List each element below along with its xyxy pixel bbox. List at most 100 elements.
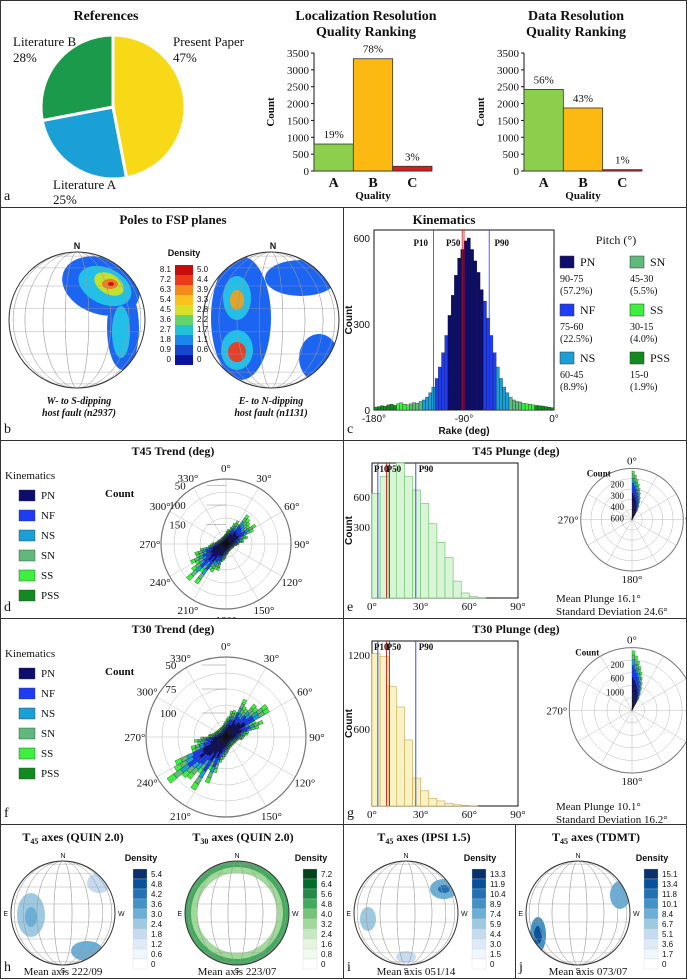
scale-right-label: 2.8 xyxy=(197,305,209,314)
stereo-h2-cbar-label: 4.8 xyxy=(321,900,333,909)
t45-axes-tdmt: T45 axes (TDMT) N S E W Density 15.113.411.810… xyxy=(518,830,678,978)
rose-petal xyxy=(199,547,204,552)
rake-bar xyxy=(518,401,523,411)
rose-petal xyxy=(250,703,257,710)
rose-petal xyxy=(225,747,228,751)
rose-petal xyxy=(225,749,228,753)
mini-angle: 0° xyxy=(627,635,637,647)
kin-legend-title: Kinematics xyxy=(5,470,55,482)
panel-label-f: f xyxy=(4,806,9,821)
kin-swatch-SN xyxy=(18,727,36,740)
ytick-label: 600 xyxy=(354,724,371,736)
rake-bar xyxy=(454,275,458,411)
rose-angle-label: 30° xyxy=(264,653,279,665)
rose-petal xyxy=(240,738,243,741)
rake-bar xyxy=(422,399,426,411)
rake-bar xyxy=(405,404,410,411)
rose-spoke xyxy=(169,511,227,545)
mini-petal xyxy=(640,676,643,680)
kin-label: NS xyxy=(41,708,55,720)
mini-rtick: 200 xyxy=(611,480,625,490)
title-t: T xyxy=(192,830,200,844)
legend-pct: (57.2%) xyxy=(560,286,593,297)
stereo-i-cbar-cell xyxy=(471,958,487,970)
rose-rtick-label: 50 xyxy=(175,481,187,493)
plunge-bar xyxy=(396,706,405,807)
mini-petal xyxy=(631,474,635,479)
dir-s: S xyxy=(61,968,66,975)
stereo-j-mean: Mean axis 073/07 xyxy=(549,966,628,978)
stereo-h2-cbar-label: 7.2 xyxy=(321,870,333,879)
ytick-label: 500 xyxy=(293,149,310,161)
rake-bar xyxy=(409,403,413,411)
rose-angle-label: 330° xyxy=(170,653,191,665)
mini-outline xyxy=(580,467,684,572)
rose-petal xyxy=(173,763,183,772)
stereo-i-cbar-label: 7.4 xyxy=(490,910,502,919)
stereo-h2-cbar-cell xyxy=(302,878,318,890)
percentile-label: P50 xyxy=(446,238,461,248)
scale-right-label: 3.9 xyxy=(197,285,209,294)
rake-bar xyxy=(441,352,445,411)
stereo-h2-cbar-cell xyxy=(302,888,318,900)
mini-petal xyxy=(637,483,640,487)
bar-data-label: 78% xyxy=(363,44,383,56)
scale-left-label: 2.7 xyxy=(160,325,172,334)
stereonet-gridline xyxy=(210,861,264,965)
ytick-label: 3000 xyxy=(497,65,520,77)
panel-g: T30 Plunge (deg) P10 P50 P90 0° 30° 60° 90° 600 1… xyxy=(343,618,687,825)
mini-petal xyxy=(639,671,643,675)
stereo-h1-title: T45 axes (QUIN 2.0) xyxy=(22,830,123,846)
density-blob xyxy=(25,907,37,927)
rake-bar xyxy=(515,401,519,411)
kin-label: NF xyxy=(41,688,55,700)
rose-spoke xyxy=(225,543,283,577)
kin-swatch-PSS xyxy=(18,589,36,602)
kin-label: PN xyxy=(41,668,55,680)
mini-petal xyxy=(640,682,643,685)
bar-category: A xyxy=(539,176,550,191)
colorbar-cell xyxy=(175,305,193,315)
rose-petal xyxy=(245,732,249,736)
mini-rtick: 600 xyxy=(611,674,625,684)
dir-n: N xyxy=(403,853,408,860)
mini-petal xyxy=(636,660,640,665)
xtick-label: -180° xyxy=(362,414,386,425)
mini-spoke xyxy=(600,710,633,765)
ytick-label: 1500 xyxy=(497,115,520,127)
rose-angle-label: 180° xyxy=(216,615,237,619)
stereonet-gridline xyxy=(551,861,605,965)
dir-n: N xyxy=(234,853,239,860)
scale-right-label: 5.0 xyxy=(197,265,209,274)
kin-swatch-PSS xyxy=(18,767,36,780)
stereonet-gridline xyxy=(24,252,130,388)
dir-w: W xyxy=(461,911,468,918)
rose-petal xyxy=(166,773,177,784)
kin-label: NF xyxy=(41,510,55,522)
dir-e: E xyxy=(518,911,523,918)
rake-bar xyxy=(524,403,529,411)
rake-bar xyxy=(505,392,510,411)
bar-category: B xyxy=(578,176,587,191)
xtick-label: 30° xyxy=(413,809,428,821)
y-axis-label: Count xyxy=(344,708,355,738)
stereo-i-cbar-cell xyxy=(471,918,487,930)
stereonet-gridline xyxy=(42,252,112,388)
stereo-h2-cbar-cell xyxy=(302,928,318,940)
scale-left-label: 0 xyxy=(167,355,172,364)
mini-angle: 90° xyxy=(685,515,687,527)
percentile-label: P10 xyxy=(374,464,389,474)
rake-bar xyxy=(418,401,423,411)
dir-s: S xyxy=(576,968,581,975)
rake-bar xyxy=(428,392,433,411)
rose-rtick-label: 100 xyxy=(169,500,186,512)
plunge-bar xyxy=(460,805,470,807)
rose-petal xyxy=(191,565,198,572)
rose-petal xyxy=(241,540,244,543)
ytick-label: 3500 xyxy=(287,48,310,60)
mini-angle: 0° xyxy=(627,455,637,467)
percentile-label: P10 xyxy=(374,642,389,652)
y-axis-label: Count xyxy=(475,97,487,127)
dir-n: N xyxy=(60,853,65,860)
